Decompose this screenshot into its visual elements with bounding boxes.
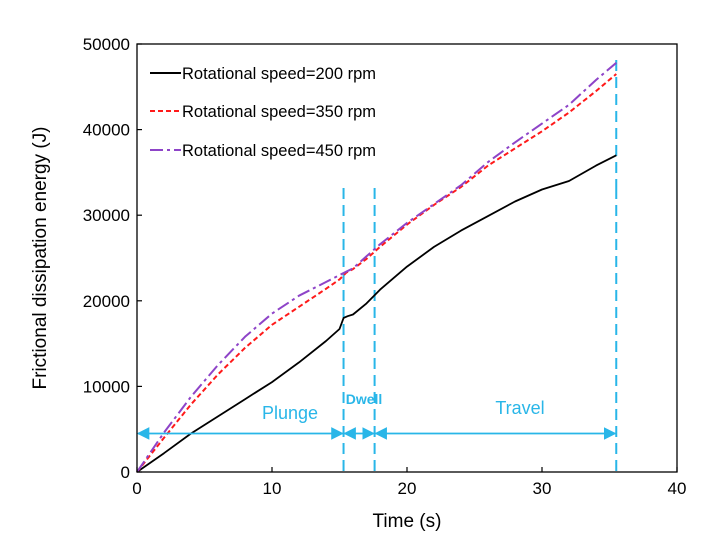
y-tick-label: 50000	[83, 35, 130, 54]
phase-label-dwell: Dwell	[346, 391, 383, 407]
y-tick-label: 0	[121, 463, 130, 482]
series-line-3	[136, 62, 617, 473]
y-tick-label: 40000	[83, 121, 130, 140]
y-tick-label: 20000	[83, 292, 130, 311]
phase-divider-layer	[342, 60, 618, 472]
x-axis-title: Time (s)	[373, 511, 442, 532]
y-tick-label: 30000	[83, 206, 130, 225]
phase-annotation-layer: Plunge Dwell Travel	[136, 391, 617, 440]
legend-label-2: Rotational speed=350 rpm	[182, 103, 376, 121]
series-layer	[136, 62, 617, 473]
x-tick-label: 40	[668, 479, 687, 498]
phase-label-travel: Travel	[495, 398, 544, 418]
x-tick-label: 30	[533, 479, 552, 498]
legend: Rotational speed=200 rpm Rotational speed…	[150, 65, 376, 160]
x-tick-label: 10	[263, 479, 282, 498]
y-axis-title: Frictional dissipation energy (J)	[30, 127, 51, 390]
y-tick-label: 10000	[83, 377, 130, 396]
x-tick-label: 20	[398, 479, 417, 498]
series-line-1	[136, 154, 617, 473]
phase-label-plunge: Plunge	[262, 403, 318, 423]
legend-label-1: Rotational speed=200 rpm	[182, 65, 376, 83]
x-tick-label: 0	[132, 479, 141, 498]
series-line-2	[136, 73, 617, 473]
axes-layer: 0 10 20 30 40 0 10000 20000 30000 40000 50000	[83, 35, 687, 498]
legend-label-3: Rotational speed=450 rpm	[182, 142, 376, 160]
